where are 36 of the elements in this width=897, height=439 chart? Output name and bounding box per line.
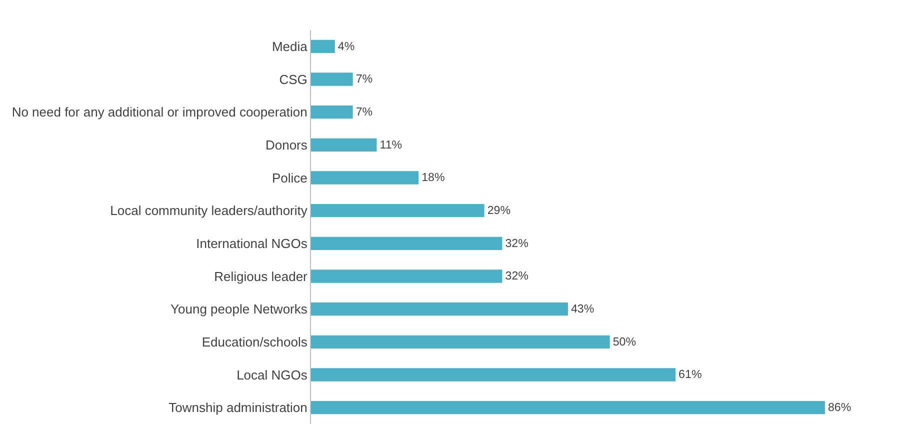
y-tick-label: Police — [272, 170, 308, 186]
bar — [311, 40, 335, 53]
y-tick-label: Religious leader — [214, 268, 308, 284]
bar — [311, 138, 377, 152]
bar — [311, 368, 676, 382]
y-tick-label: Township administration — [168, 400, 308, 416]
bar — [311, 335, 610, 348]
data-label: 4% — [338, 40, 355, 53]
y-tick-label: International NGOs — [196, 236, 308, 251]
data-label: 50% — [612, 336, 636, 348]
data-label: 7% — [356, 74, 373, 86]
y-tick-label: No need for any additional or improved cooperation — [12, 104, 308, 120]
bar — [311, 106, 353, 119]
y-tick-label: Donors — [265, 137, 308, 152]
y-tick-label: Media — [272, 38, 308, 54]
bar — [311, 204, 484, 218]
y-tick-label: Young people Networks — [170, 302, 308, 317]
y-tick-label: Local NGOs — [236, 367, 308, 382]
y-tick-label: CSG — [279, 72, 308, 87]
data-label: 61% — [678, 369, 702, 382]
y-tick-label: Local community leaders/authority — [110, 203, 308, 218]
bar — [311, 401, 825, 414]
data-label: 32% — [505, 270, 528, 283]
bar — [311, 270, 502, 283]
data-label: 32% — [505, 238, 528, 250]
y-tick-label: Education/schools — [202, 334, 308, 350]
bar — [311, 236, 502, 250]
data-label: 18% — [422, 172, 445, 184]
bar — [311, 302, 568, 316]
data-label: 43% — [570, 304, 594, 316]
bar — [311, 171, 419, 184]
data-label: 11% — [380, 139, 402, 152]
data-label: 7% — [356, 106, 373, 119]
data-label: 29% — [487, 205, 510, 218]
data-label: 86% — [828, 402, 852, 414]
bar — [311, 72, 353, 86]
